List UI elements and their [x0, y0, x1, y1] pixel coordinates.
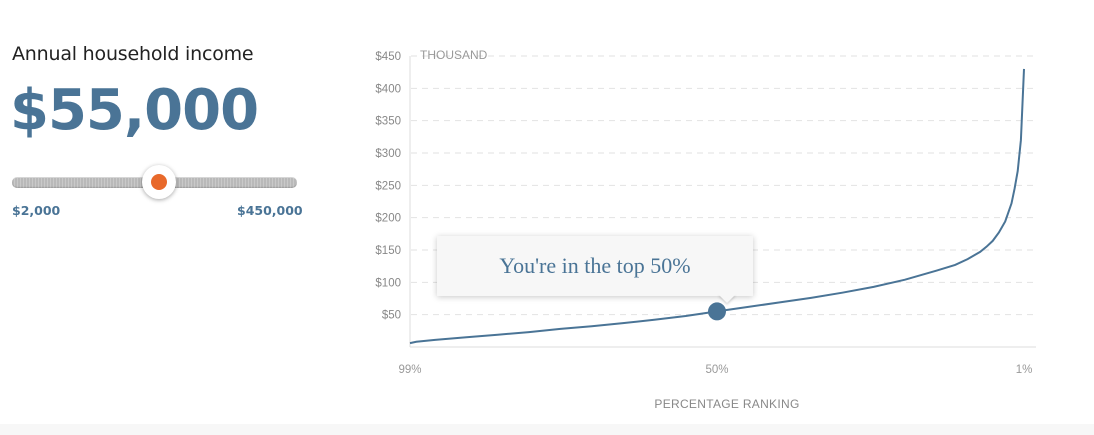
ranking-tooltip-text: You're in the top 50%: [499, 253, 691, 278]
x-tick-label: 1%: [1016, 364, 1033, 376]
y-tick-label: $400: [375, 83, 401, 95]
y-tick-label: $50: [382, 310, 401, 322]
y-tick-label: $100: [375, 277, 401, 289]
x-tick-label: 99%: [398, 364, 421, 376]
x-axis-label: PERCENTAGE RANKING: [654, 397, 799, 411]
y-tick-label: $450: [375, 51, 401, 63]
ranking-tooltip: You're in the top 50%: [437, 236, 753, 303]
y-tick-label: $300: [375, 148, 401, 160]
slider-handle-dot: [151, 174, 167, 190]
y-tick-label: $250: [375, 180, 401, 192]
y-tick-label: $350: [375, 116, 401, 128]
slider-min-label: $2,000: [12, 203, 61, 218]
y-tick-label: $150: [375, 245, 401, 257]
x-tick-label: 50%: [705, 364, 728, 376]
y-tick-label: $200: [375, 213, 401, 225]
income-label: Annual household income: [12, 43, 254, 65]
x-tick-labels: 99% 50% 1%: [398, 364, 1032, 376]
current-position-marker[interactable]: [708, 302, 726, 321]
y-unit-label: THOUSAND: [420, 48, 488, 62]
bottom-strip: [0, 424, 1094, 435]
slider-max-label: $450,000: [237, 203, 303, 218]
tooltip-arrow: [718, 294, 736, 303]
income-value: $55,000: [10, 78, 259, 143]
y-tick-labels: $50 $100 $150 $200 $250 $300 $350 $400 $450: [375, 51, 401, 322]
income-slider-handle[interactable]: [142, 165, 176, 199]
income-distribution-line: [409, 68, 1025, 345]
